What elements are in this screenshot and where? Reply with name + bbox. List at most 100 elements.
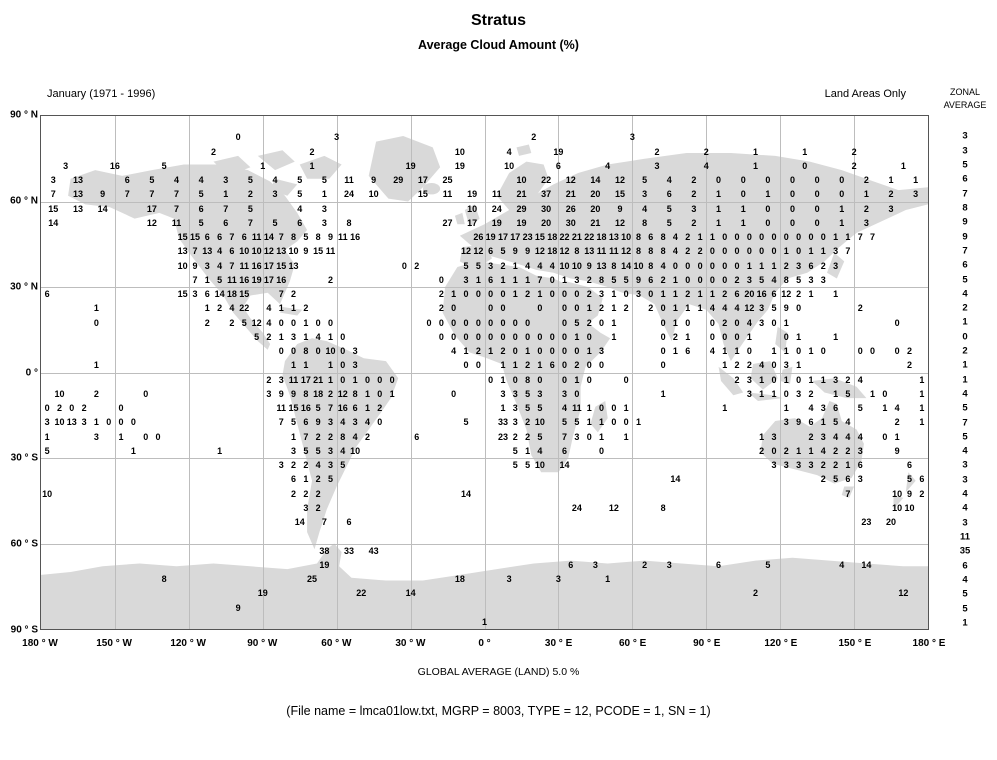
cell-value: 5 bbox=[327, 474, 334, 485]
cell-value: 0 bbox=[802, 160, 808, 171]
cell-value: 2 bbox=[722, 289, 728, 300]
cell-value: 4 bbox=[352, 431, 358, 442]
zonal-average-value: 4 bbox=[962, 502, 968, 514]
cell-value: 5 bbox=[611, 274, 617, 285]
cell-value: 0 bbox=[562, 303, 568, 314]
cell-value: 1 bbox=[364, 403, 370, 414]
cell-value: 30 bbox=[541, 203, 552, 214]
cell-value: 1 bbox=[44, 431, 50, 442]
cell-value: 2 bbox=[217, 303, 223, 314]
cell-value: 2 bbox=[291, 488, 297, 499]
cell-value: 2 bbox=[210, 146, 216, 157]
cell-value: 1 bbox=[716, 203, 722, 214]
land-arabia bbox=[560, 281, 603, 327]
cell-value: 2 bbox=[93, 388, 99, 399]
cell-value: 0 bbox=[722, 274, 728, 285]
land-sumatra bbox=[718, 366, 744, 396]
cell-value: 24 bbox=[571, 502, 582, 513]
cell-value: 1 bbox=[697, 232, 703, 243]
zonal-average-value: 6 bbox=[962, 560, 968, 572]
cell-value: 0 bbox=[574, 388, 580, 399]
cell-value: 4 bbox=[759, 360, 765, 371]
cell-value: 19 bbox=[405, 160, 416, 171]
cell-value: 0 bbox=[562, 346, 568, 357]
cell-value: 2 bbox=[851, 146, 857, 157]
cell-value: 1 bbox=[574, 331, 580, 342]
cell-value: 12 bbox=[473, 246, 484, 257]
cell-value: 9 bbox=[907, 488, 913, 499]
cell-value: 3 bbox=[63, 160, 69, 171]
cell-value: 8 bbox=[635, 246, 641, 257]
cell-value: 3 bbox=[629, 132, 635, 143]
cell-value: 12 bbox=[744, 303, 755, 314]
cell-value: 0 bbox=[734, 246, 740, 257]
cell-value: 12 bbox=[781, 289, 792, 300]
zonal-average-value: 9 bbox=[962, 216, 968, 228]
cell-value: 3 bbox=[771, 460, 777, 471]
cell-value: 4 bbox=[266, 317, 272, 328]
cell-value: 1 bbox=[845, 232, 851, 243]
cell-value: 0 bbox=[586, 360, 592, 371]
cell-value: 2 bbox=[845, 445, 851, 456]
cell-value: 8 bbox=[648, 246, 654, 257]
zonal-average-value: 2 bbox=[962, 302, 968, 314]
cell-value: 6 bbox=[241, 232, 247, 243]
cell-value: 5 bbox=[149, 175, 155, 186]
lon-tick-label: 90 ° E bbox=[693, 638, 721, 649]
cell-value: 0 bbox=[660, 360, 666, 371]
cell-value: 0 bbox=[574, 303, 580, 314]
cell-value: 8 bbox=[611, 260, 617, 271]
cell-value: 8 bbox=[315, 232, 321, 243]
cell-value: 1 bbox=[771, 346, 777, 357]
cell-value: 6 bbox=[204, 289, 210, 300]
cell-value: 5 bbox=[241, 317, 247, 328]
cell-value: 0 bbox=[783, 388, 789, 399]
cell-value: 1 bbox=[512, 260, 518, 271]
cell-value: 0 bbox=[377, 417, 383, 428]
cell-value: 1 bbox=[919, 388, 925, 399]
cell-value: 5 bbox=[525, 460, 531, 471]
cell-value: 8 bbox=[303, 346, 309, 357]
zonal-average-value: 7 bbox=[962, 245, 968, 257]
zonal-average-value: 3 bbox=[962, 130, 968, 142]
cell-value: 6 bbox=[666, 189, 672, 200]
cell-value: 1 bbox=[537, 360, 543, 371]
cell-value: 2 bbox=[414, 260, 420, 271]
cell-value: 20 bbox=[590, 203, 601, 214]
cell-value: 1 bbox=[759, 374, 765, 385]
land-sulawesi bbox=[780, 366, 793, 384]
cell-value: 0 bbox=[93, 317, 99, 328]
cell-value: 2 bbox=[81, 403, 87, 414]
cell-value: 7 bbox=[278, 417, 284, 428]
cell-value: 0 bbox=[291, 317, 297, 328]
cell-value: 3 bbox=[759, 317, 765, 328]
cell-value: 11 bbox=[239, 260, 250, 271]
cell-value: 4 bbox=[703, 160, 709, 171]
cell-value: 0 bbox=[377, 388, 383, 399]
cell-value: 1 bbox=[802, 146, 808, 157]
cell-value: 0 bbox=[814, 175, 820, 186]
cell-value: 4 bbox=[549, 260, 555, 271]
cell-value: 4 bbox=[845, 431, 851, 442]
cell-value: 6 bbox=[229, 246, 235, 257]
cell-value: 22 bbox=[239, 303, 250, 314]
cell-value: 6 bbox=[562, 445, 568, 456]
cell-value: 3 bbox=[50, 175, 56, 186]
lat-tick-label: 60 ° S bbox=[10, 538, 38, 550]
cell-value: 10 bbox=[621, 232, 632, 243]
cell-value: 1 bbox=[309, 160, 315, 171]
cell-value: 0 bbox=[143, 431, 149, 442]
cell-value: 3 bbox=[512, 403, 518, 414]
cell-value: 18 bbox=[596, 232, 607, 243]
cell-value: 9 bbox=[291, 388, 297, 399]
cell-value: 4 bbox=[605, 160, 611, 171]
cell-value: 2 bbox=[759, 445, 765, 456]
cell-value: 1 bbox=[759, 431, 765, 442]
cell-value: 2 bbox=[438, 303, 444, 314]
cell-value: 1 bbox=[919, 374, 925, 385]
cell-value: 0 bbox=[574, 289, 580, 300]
cell-value: 1 bbox=[217, 445, 223, 456]
cell-value: 1 bbox=[913, 175, 919, 186]
land-madagascar bbox=[590, 401, 608, 433]
cell-value: 2 bbox=[845, 374, 851, 385]
